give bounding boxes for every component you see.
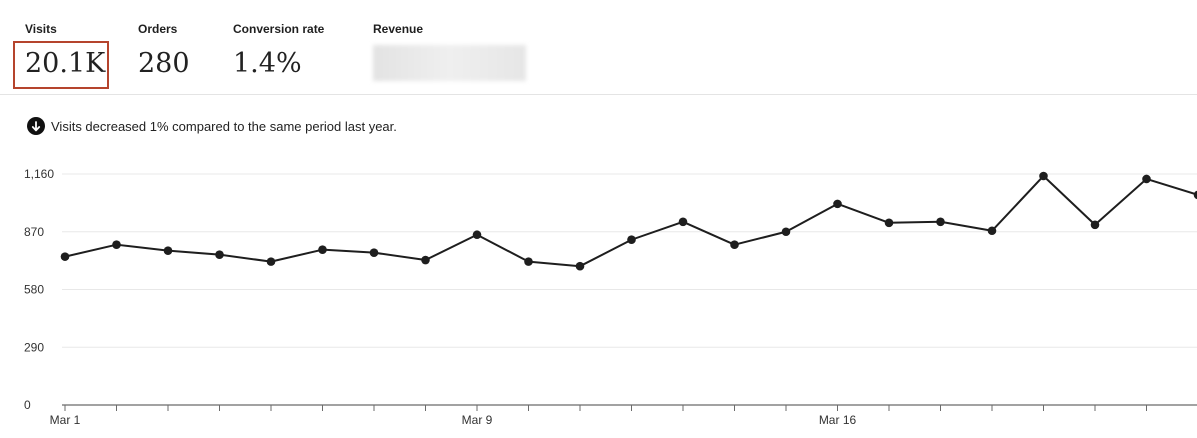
data-point [421,255,430,265]
series-line [64,174,1197,268]
y-tick-label: 290 [24,340,44,354]
x-tick-label: Mar 16 [819,413,857,427]
data-point [627,235,636,245]
conversion-rate-value: 1.4% [233,48,302,79]
data-point [1039,171,1048,181]
orders-value: 280 [138,48,190,79]
data-point [266,257,276,266]
data-point [833,199,842,209]
trend-notice: Visits decreased 1% compared to the same… [27,117,397,135]
visits-label: Visits [25,22,57,36]
data-point [524,257,533,266]
visits-line-chart: 0 290 580 870 1,160 Mar 1 Mar 9 Mar 16 [24,167,1197,427]
data-point [987,226,997,236]
data-point [781,227,791,237]
data-point [112,240,121,249]
visits-value: 20.1K [25,48,106,79]
data-point [1090,220,1100,230]
conversion-rate-label: Conversion rate [233,22,325,36]
data-point [884,218,894,228]
data-point [575,261,585,271]
revenue-label: Revenue [373,22,424,36]
selected-metric-highlight [13,41,109,89]
revenue-value-redacted [373,45,526,81]
y-tick-label: 1,160 [24,167,54,181]
divider [0,94,1197,95]
data-point [215,250,224,259]
y-tick-label: 580 [24,283,44,297]
data-point [60,252,70,261]
data-point [1193,190,1197,200]
data-point [318,245,327,254]
orders-label: Orders [138,22,178,36]
x-tick-label: Mar 9 [462,413,493,427]
y-tick-label: 0 [24,398,31,412]
trend-notice-text: Visits decreased 1% compared to the same… [51,118,397,134]
arrow-down-circle-icon [27,117,45,135]
data-point [936,217,945,227]
data-point [163,246,173,255]
y-tick-label: 870 [24,225,44,239]
data-point [1142,174,1151,184]
data-point [472,230,482,240]
data-point [678,217,688,227]
data-point [730,240,739,249]
data-point [369,248,379,257]
x-tick-label: Mar 1 [50,413,81,427]
